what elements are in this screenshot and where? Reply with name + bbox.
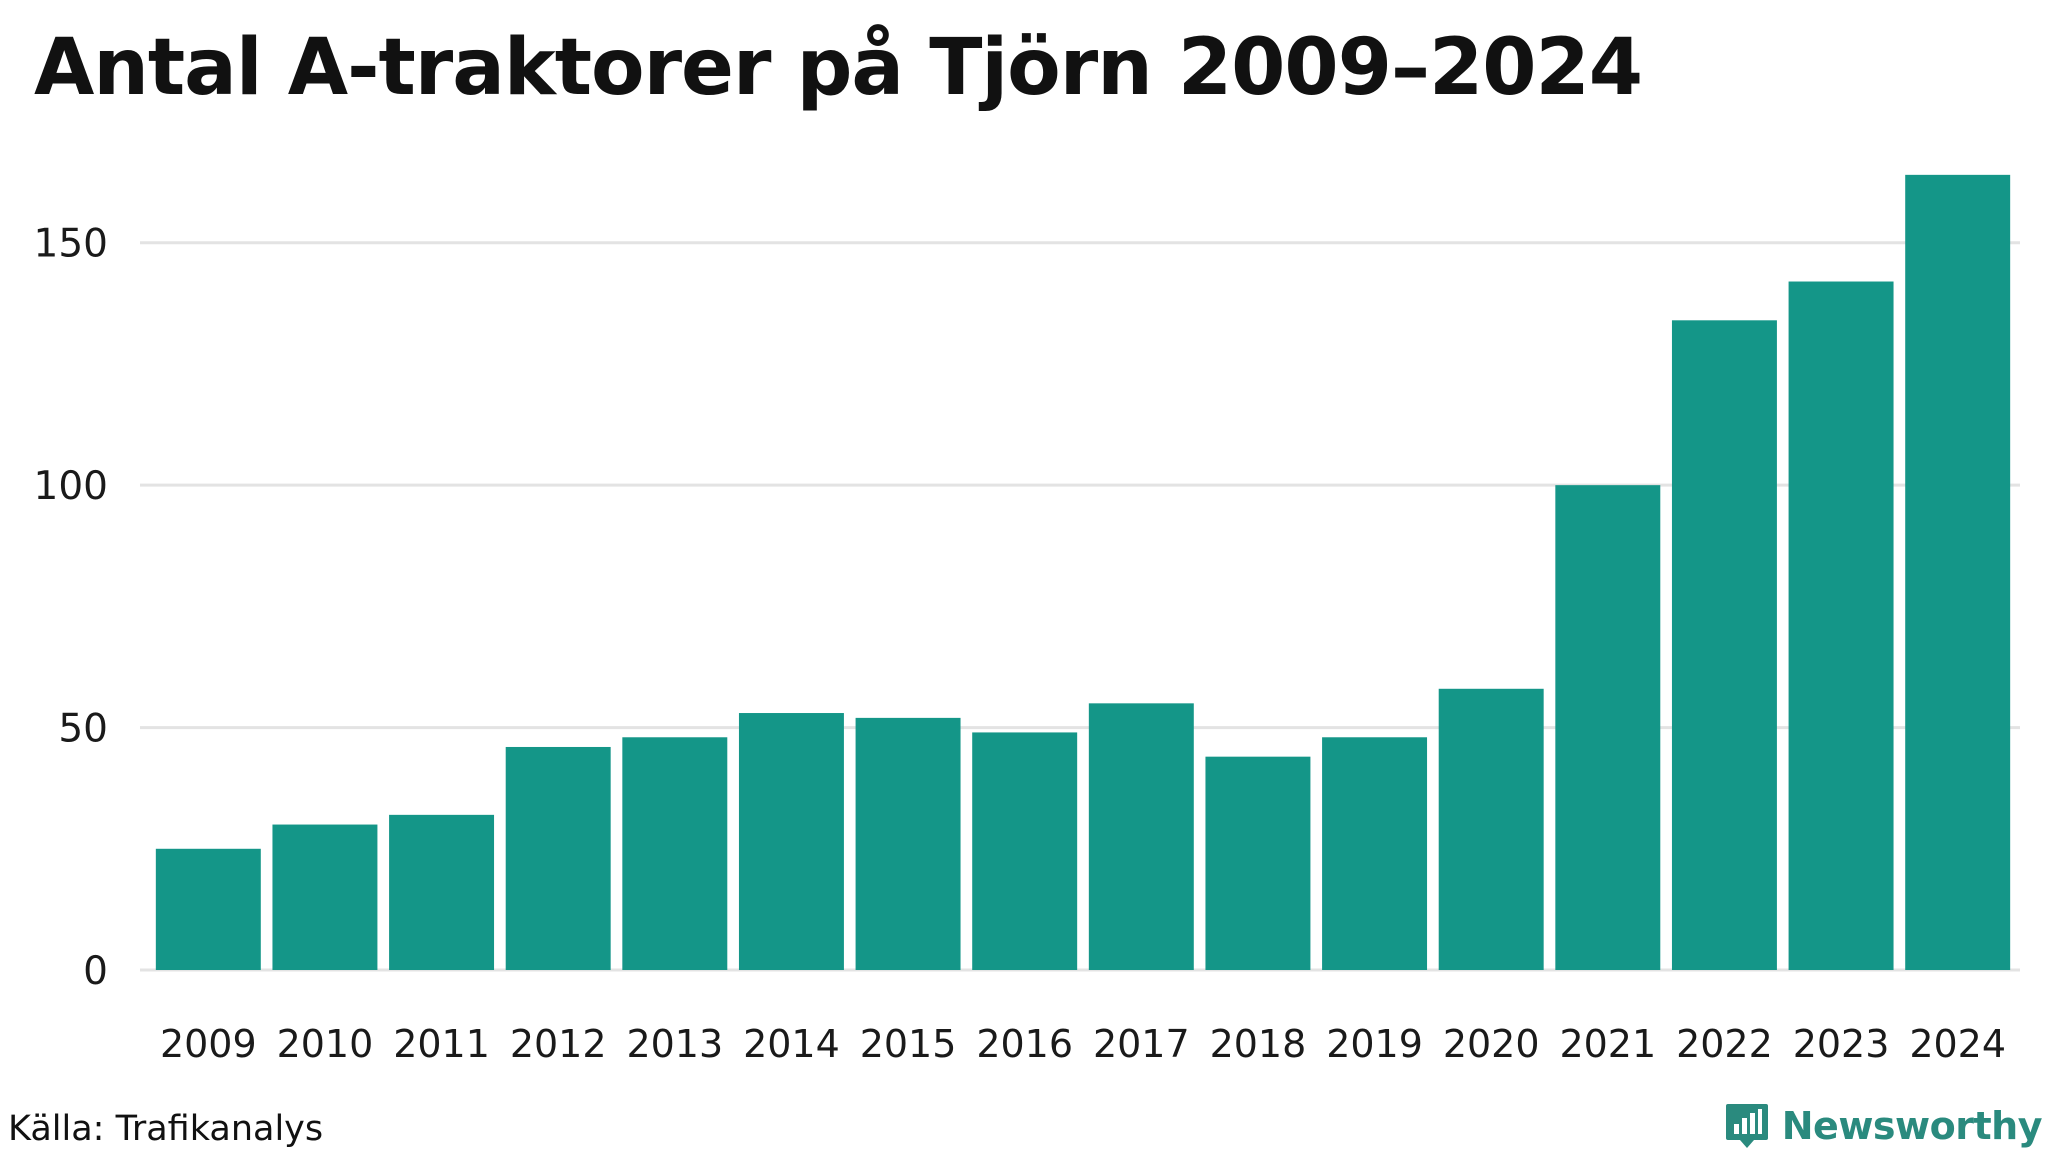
newsworthy-logo-icon xyxy=(1725,1104,1768,1148)
bar-2012[interactable] xyxy=(505,746,611,970)
y-tick-label: 0 xyxy=(83,949,108,994)
bar-2013[interactable] xyxy=(622,737,728,970)
x-tick-label: 2023 xyxy=(1793,1022,1890,1066)
bar-2019[interactable] xyxy=(1322,737,1428,970)
brand-logo[interactable]: Newsworthy xyxy=(1724,1100,2043,1152)
x-tick-label: 2009 xyxy=(160,1022,257,1066)
y-tick-label: 150 xyxy=(34,222,108,267)
bar-2016[interactable] xyxy=(972,732,1078,970)
bar-2015[interactable] xyxy=(855,717,961,970)
bar-2017[interactable] xyxy=(1088,703,1194,970)
x-tick-label: 2024 xyxy=(1909,1022,2006,1066)
bar-2010[interactable] xyxy=(272,824,378,970)
x-tick-label: 2010 xyxy=(277,1022,374,1066)
bar-2024[interactable] xyxy=(1905,174,2011,970)
x-tick-label: 2013 xyxy=(626,1022,723,1066)
bar-2020[interactable] xyxy=(1438,688,1544,970)
x-tick-label: 2021 xyxy=(1559,1022,1656,1066)
bar-2023[interactable] xyxy=(1788,281,1894,970)
x-tick-label: 2022 xyxy=(1676,1022,1773,1066)
chart-title: Antal A-traktorer på Tjörn 2009–2024 xyxy=(34,23,1643,113)
x-tick-label: 2018 xyxy=(1210,1022,1307,1066)
x-tick-label: 2019 xyxy=(1326,1022,1423,1066)
x-tick-label: 2015 xyxy=(860,1022,957,1066)
source-note: Källa: Trafikanalys xyxy=(8,1109,324,1149)
x-tick-label: 2020 xyxy=(1443,1022,1540,1066)
x-tick-label: 2011 xyxy=(393,1022,490,1066)
x-tick-label: 2016 xyxy=(976,1022,1073,1066)
y-tick-label: 100 xyxy=(34,464,108,509)
bar-2022[interactable] xyxy=(1671,320,1777,970)
bar-2021[interactable] xyxy=(1555,485,1661,970)
bar-2018[interactable] xyxy=(1205,756,1311,970)
x-tick-label: 2014 xyxy=(743,1022,840,1066)
bar-2009[interactable] xyxy=(155,848,261,970)
x-tick-label: 2012 xyxy=(510,1022,607,1066)
x-axis-ticks: 2009 2010 2011 2012 2013 2014 2015 2016 2017 2018… xyxy=(160,1022,2006,1066)
brand-name: Newsworthy xyxy=(1781,1104,2043,1148)
x-tick-label: 2017 xyxy=(1093,1022,1190,1066)
bar-2014[interactable] xyxy=(738,713,844,970)
y-tick-label: 50 xyxy=(58,707,108,752)
bars xyxy=(155,174,2011,970)
bar-2011[interactable] xyxy=(389,814,495,970)
y-axis-ticks: 0 50 100 150 xyxy=(34,222,108,994)
